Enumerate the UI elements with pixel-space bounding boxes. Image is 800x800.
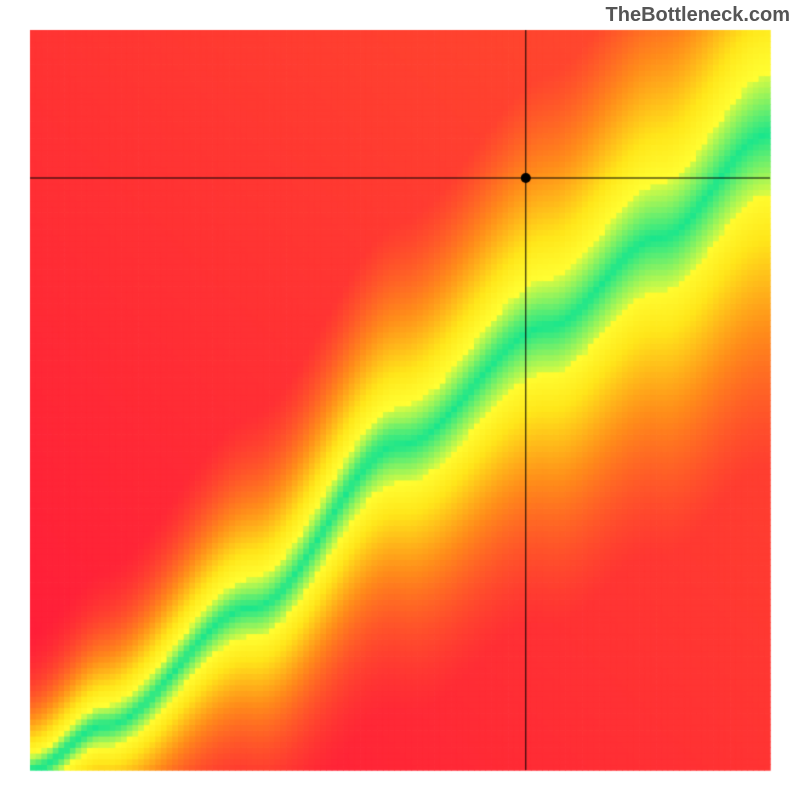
- watermark-text: TheBottleneck.com: [606, 4, 790, 27]
- chart-container: TheBottleneck.com: [0, 0, 800, 800]
- bottleneck-heatmap: [0, 0, 800, 800]
